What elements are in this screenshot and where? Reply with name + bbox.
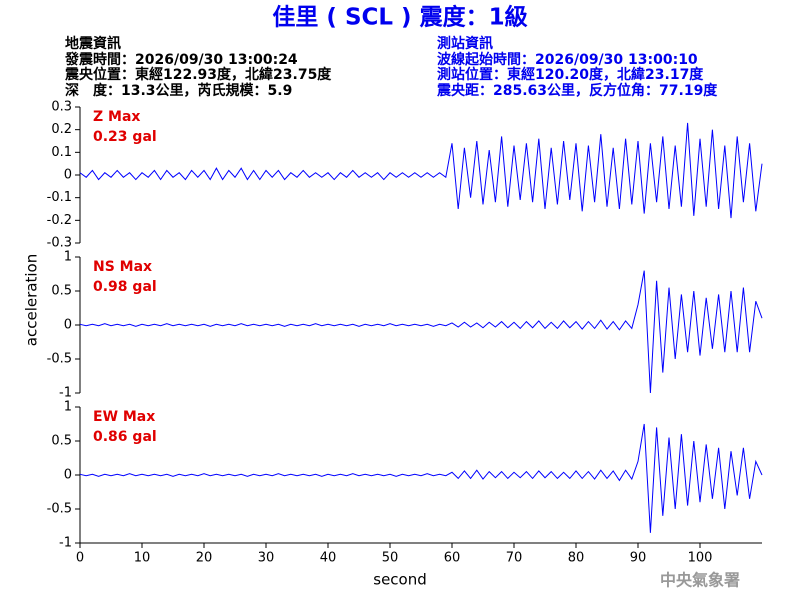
info-left: 發震時間：2026/09/30 13:00:24: [64, 51, 298, 68]
y-tick-label: 0: [64, 468, 72, 483]
y-tick-label: 0.1: [51, 145, 72, 160]
annotation: NS Max: [93, 259, 152, 275]
y-tick-label: -0.5: [47, 352, 72, 367]
waveform: [79, 122, 763, 219]
x-tick-label: 20: [196, 551, 213, 566]
y-tick-label: 1: [64, 400, 72, 415]
max-label: 0.98 gal: [93, 279, 157, 295]
y-tick-label: -1: [59, 386, 72, 401]
x-tick-label: 100: [688, 551, 713, 566]
footer: 中央氣象署: [660, 571, 740, 590]
info-right: 測站位置：東經120.20度，北緯23.17度: [437, 66, 704, 83]
waveform: [79, 270, 763, 394]
y-axis-label: acceleration: [23, 254, 41, 346]
y-tick-label: 0.5: [51, 284, 72, 299]
x-tick-label: 10: [134, 551, 151, 566]
x-tick-label: 60: [444, 551, 461, 566]
max-label: 0.23 gal: [93, 129, 157, 145]
x-tick-label: 0: [76, 551, 84, 566]
x-tick-label: 90: [630, 551, 647, 566]
info-right: 震央距：285.63公里，反方位角：77.19度: [436, 82, 718, 99]
x-tick-label: 70: [506, 551, 523, 566]
info-left: 地震資訊: [65, 35, 121, 52]
y-tick-label: 0.2: [51, 122, 72, 137]
x-tick-label: 50: [382, 551, 399, 566]
chart-title: 佳里 ( SCL ) 震度：1級: [272, 4, 527, 31]
info-right: 測站資訊: [437, 35, 493, 52]
y-tick-label: 0.5: [51, 434, 72, 449]
x-tick-label: 80: [568, 551, 585, 566]
waveform: [79, 423, 763, 533]
x-tick-label: 30: [258, 551, 275, 566]
x-axis-label: second: [373, 571, 427, 589]
y-tick-label: -0.3: [47, 236, 72, 251]
max-label: 0.86 gal: [93, 429, 157, 445]
info-right: 波線起始時間：2026/09/30 13:00:10: [437, 51, 698, 68]
annotation: EW Max: [93, 409, 155, 425]
annotation: Z Max: [93, 109, 140, 125]
y-tick-label: -0.2: [47, 213, 72, 228]
info-left: 震央位置：東經122.93度，北緯23.75度: [64, 66, 332, 83]
y-tick-label: 0: [64, 168, 72, 183]
info-left: 深 度：13.3公里，芮氏規模：5.9: [65, 82, 292, 99]
y-tick-label: 0: [64, 318, 72, 333]
y-tick-label: -0.1: [47, 190, 72, 205]
y-tick-label: -1: [59, 536, 72, 551]
y-tick-label: 0.3: [51, 100, 72, 115]
y-tick-label: 1: [64, 250, 72, 265]
x-tick-label: 40: [320, 551, 337, 566]
y-tick-label: -0.5: [47, 502, 72, 517]
